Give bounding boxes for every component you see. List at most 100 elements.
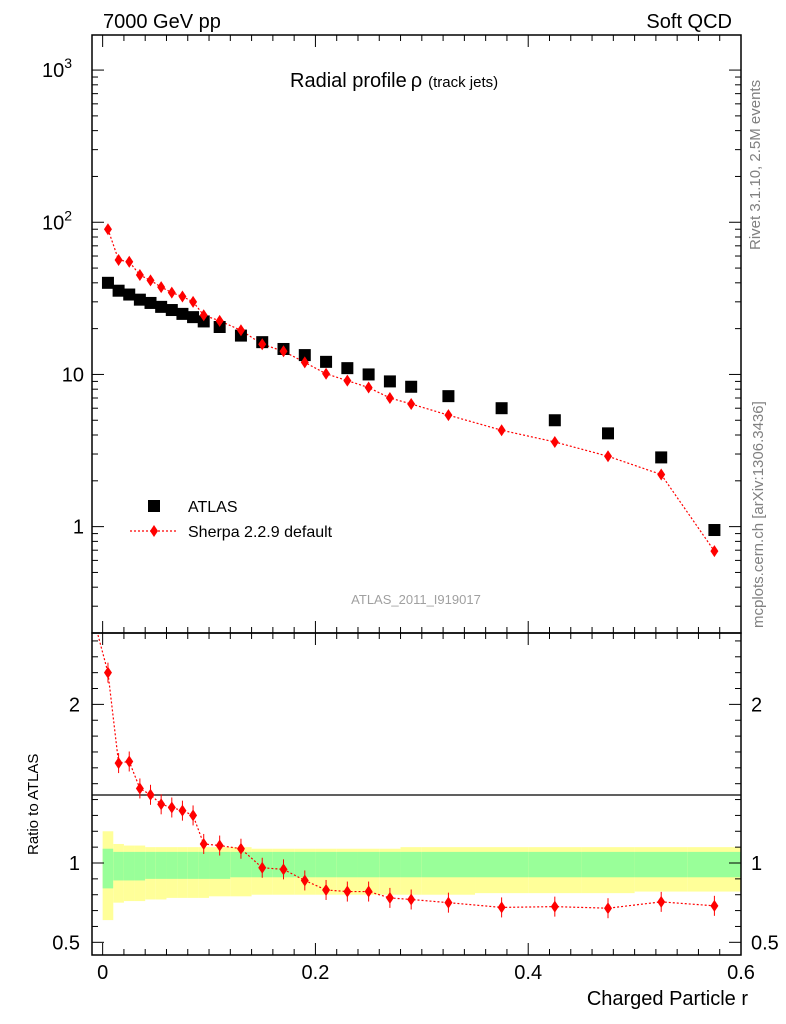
- ratio-stat-band: [113, 851, 124, 881]
- ratio-stat-band: [134, 851, 146, 881]
- ratio-sherpa-point: [657, 895, 666, 908]
- ratio-sherpa-point: [343, 885, 352, 898]
- atlas-data-point: [197, 315, 210, 328]
- atlas-data-point: [187, 311, 200, 324]
- sherpa-data-point: [444, 409, 453, 422]
- sherpa-data-point: [710, 545, 719, 558]
- sherpa-data-point: [178, 290, 187, 303]
- sherpa-data-point: [343, 374, 352, 387]
- legend-atlas-label: ATLAS: [188, 499, 238, 516]
- ratio-stat-band: [379, 851, 401, 878]
- ratio-sherpa-point: [550, 900, 559, 913]
- ratio-sherpa-point: [215, 839, 224, 852]
- ratio-stat-band: [155, 851, 167, 879]
- sherpa-data-point: [364, 381, 373, 394]
- ratio-stat-band: [209, 851, 231, 879]
- ratio-sherpa-point: [125, 755, 134, 768]
- main-y-tick-label: 103: [42, 55, 72, 82]
- ratio-sherpa-point: [604, 902, 613, 915]
- sherpa-data-point: [300, 356, 309, 369]
- ratio-uncertainty-bands: [102, 831, 741, 921]
- sherpa-data-point: [657, 468, 666, 481]
- sherpa-data-point: [135, 269, 144, 282]
- atlas-data-point: [341, 362, 354, 375]
- ratio-stat-band: [177, 851, 188, 879]
- sherpa-data-point: [497, 424, 506, 437]
- sherpa-data-point: [167, 286, 176, 299]
- ratio-sherpa-point: [364, 885, 373, 898]
- legend-sherpa-marker: [150, 525, 158, 537]
- ratio-y-tick-label-right: 0.5: [751, 932, 779, 954]
- atlas-data-point: [548, 414, 561, 427]
- ratio-sherpa-point: [300, 874, 309, 887]
- atlas-data-point: [144, 296, 157, 309]
- sherpa-data-point: [215, 314, 224, 327]
- ratio-stat-band: [294, 851, 316, 878]
- atlas-data-point: [405, 380, 418, 393]
- atlas-data-point: [320, 355, 333, 368]
- ratio-sherpa-point: [178, 804, 187, 817]
- ratio-stat-band: [528, 851, 582, 878]
- ratio-stat-band: [315, 851, 337, 878]
- sherpa-data-point: [157, 281, 166, 294]
- sherpa-data-point: [550, 435, 559, 448]
- ratio-stat-band: [634, 851, 688, 878]
- ratio-y-axis-label: Ratio to ATLAS: [25, 754, 42, 855]
- ratio-x-tick-label: 0: [97, 962, 108, 984]
- sherpa-data-point: [407, 397, 416, 410]
- atlas-data-point: [133, 293, 146, 306]
- ratio-plot-panel: 0.5 0.5 1 1 2 2 0 0.2 0.4 0.6 Ratio to ATLAS Cha…: [25, 632, 779, 1010]
- atlas-data-point: [602, 427, 615, 440]
- sherpa-data-point: [279, 345, 288, 358]
- main-plot-frame: [91, 34, 742, 634]
- sherpa-data-point: [114, 253, 123, 266]
- ratio-stat-band: [166, 851, 178, 879]
- ratio-y-tick-label: 0.5: [52, 932, 80, 954]
- sherpa-data-point: [604, 450, 613, 463]
- x-axis-label: Charged Particle r: [587, 988, 749, 1010]
- sherpa-data-point: [322, 367, 331, 380]
- ratio-sherpa-point: [279, 863, 288, 876]
- sherpa-data-point: [385, 392, 394, 405]
- ratio-sherpa-point: [322, 883, 331, 896]
- ratio-sherpa-point: [103, 666, 112, 679]
- atlas-data-point: [123, 288, 136, 301]
- atlas-data-point: [442, 390, 455, 403]
- main-y-ticks: 1 10 102 103: [42, 35, 742, 634]
- atlas-data-point: [383, 375, 396, 388]
- sherpa-data-point: [236, 324, 245, 337]
- atlas-data-point: [112, 284, 125, 297]
- main-title: Radial profile ρ (track jets): [290, 70, 498, 92]
- main-y-tick-label: 1: [73, 517, 84, 539]
- ratio-sherpa-point: [444, 896, 453, 909]
- ratio-sherpa-point: [146, 788, 155, 801]
- sherpa-data-point: [125, 255, 134, 268]
- atlas-data-point: [298, 349, 311, 362]
- header-right: Soft QCD: [646, 11, 732, 33]
- ratio-stat-band: [687, 851, 741, 878]
- ratio-stat-band: [198, 851, 210, 879]
- atlas-data-point: [213, 320, 226, 333]
- ratio-x-ticks: 0 0.2 0.4 0.6: [97, 633, 755, 984]
- mcplots-label: mcplots.cern.ch [arXiv:1306.3436]: [750, 401, 767, 628]
- legend-sherpa-label: Sherpa 2.2.9 default: [188, 524, 333, 541]
- ratio-sherpa-point: [236, 842, 245, 855]
- ratio-y-tick-label-right: 2: [751, 694, 762, 716]
- ratio-stat-band: [581, 851, 635, 878]
- ratio-stat-band: [475, 851, 529, 878]
- ratio-sherpa-point: [497, 901, 506, 914]
- main-y-tick-label: 102: [42, 207, 72, 234]
- ratio-stat-band: [336, 851, 358, 878]
- ratio-x-tick-label: 0.4: [514, 962, 542, 984]
- analysis-tag: ATLAS_2011_I919017: [351, 592, 481, 607]
- ratio-sherpa-point: [189, 809, 198, 822]
- ratio-y-tick-label: 2: [69, 694, 80, 716]
- sherpa-data-point: [199, 309, 208, 322]
- sherpa-data-point: [103, 223, 112, 236]
- atlas-data-point: [708, 524, 721, 537]
- ratio-stat-band: [187, 851, 199, 879]
- ratio-stat-band: [357, 851, 380, 878]
- ratio-x-tick-label: 0.6: [727, 962, 755, 984]
- legend-atlas-marker: [148, 500, 160, 512]
